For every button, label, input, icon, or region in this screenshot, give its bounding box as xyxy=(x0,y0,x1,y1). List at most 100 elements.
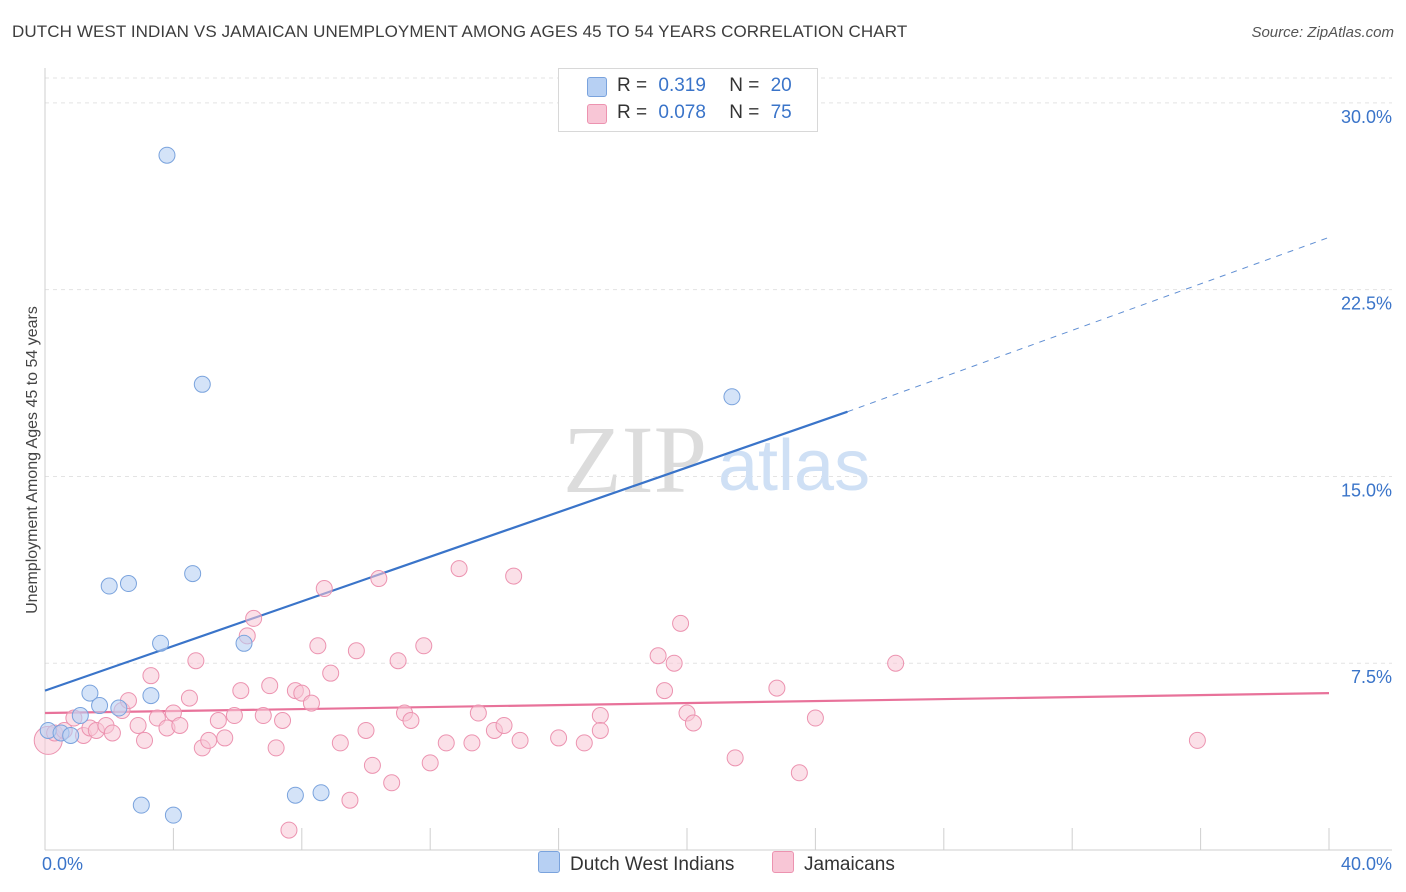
dutch-west-indians-point-16 xyxy=(235,634,253,652)
y-tick-label-3: 30.0% xyxy=(1341,107,1392,127)
dutch-west-indians-points xyxy=(39,146,741,824)
jamaicans-point-48 xyxy=(402,712,420,730)
jamaicans-point-69 xyxy=(768,679,786,697)
legend-n-label-dutch: N = xyxy=(729,75,760,96)
legend-n-label-jamaicans: N = xyxy=(729,102,760,123)
jamaicans-point-13 xyxy=(142,667,160,685)
jamaicans-point-37 xyxy=(315,580,333,598)
jamaicans-point-50 xyxy=(421,754,439,772)
y-tick-label-2: 22.5% xyxy=(1341,294,1392,314)
jamaicans-point-62 xyxy=(649,647,667,665)
jamaicans-point-53 xyxy=(463,734,481,752)
jamaicans-point-65 xyxy=(672,614,690,632)
jamaicans-point-32 xyxy=(280,821,298,839)
jamaicans-point-28 xyxy=(254,707,272,725)
jamaicans-point-29 xyxy=(261,677,279,695)
bottom-legend-jamaicans: Jamaicans xyxy=(772,851,895,876)
jamaicans-point-17 xyxy=(171,716,189,734)
jamaicans-point-67 xyxy=(684,714,702,732)
jamaicans-point-59 xyxy=(575,734,593,752)
dutch-west-indians-point-9 xyxy=(132,796,150,814)
jamaicans-point-56 xyxy=(505,567,523,585)
jamaicans-point-19 xyxy=(187,652,205,670)
jamaicans-point-63 xyxy=(656,682,674,700)
legend-n-value-dutch: 20 xyxy=(770,75,792,96)
dutch-west-indians-point-11 xyxy=(152,634,170,652)
jamaicans-point-23 xyxy=(216,729,234,747)
y-tick-label-0: 7.5% xyxy=(1351,667,1392,687)
dutch-west-indians-point-7 xyxy=(110,699,128,717)
jamaicans-point-43 xyxy=(363,756,381,774)
dutch-west-indians-point-5 xyxy=(91,697,109,715)
jamaicans-point-44 xyxy=(370,570,388,588)
legend-n-value-jamaicans: 75 xyxy=(770,102,792,123)
dutch-west-indians-point-2 xyxy=(62,726,80,744)
dutch-west-indians-point-3 xyxy=(71,707,89,725)
jamaicans-point-45 xyxy=(383,774,401,792)
legend-r-value-dutch: 0.319 xyxy=(658,75,706,96)
trend-line-dutch-extension xyxy=(847,236,1330,413)
jamaicans-point-21 xyxy=(200,731,218,749)
bottom-legend-dutch: Dutch West Indians xyxy=(538,851,734,876)
jamaicans-point-71 xyxy=(806,709,824,727)
watermark-atlas: atlas xyxy=(718,426,870,506)
watermark-zip: ZIP xyxy=(563,406,707,513)
jamaicans-point-24 xyxy=(225,707,243,725)
jamaicans-point-38 xyxy=(322,664,340,682)
watermark: ZIP atlas xyxy=(563,406,870,513)
grid xyxy=(45,77,1392,664)
y-axis-label: Unemployment Among Ages 45 to 54 years xyxy=(24,306,41,614)
dutch-west-indians-point-6 xyxy=(100,577,118,595)
jamaicans-point-55 xyxy=(495,716,513,734)
chart-title: DUTCH WEST INDIAN VS JAMAICAN UNEMPLOYME… xyxy=(12,22,908,41)
jamaicans-point-74 xyxy=(469,704,487,722)
bottom-dutch-label: Dutch West Indians xyxy=(570,854,735,875)
jamaicans-point-22 xyxy=(209,712,227,730)
bottom-jamaicans-swatch xyxy=(772,851,794,873)
jamaicans-point-41 xyxy=(347,642,365,660)
jamaicans-point-30 xyxy=(267,739,285,757)
jamaicans-point-35 xyxy=(302,694,320,712)
jamaicans-point-58 xyxy=(550,729,568,747)
dutch-west-indians-point-10 xyxy=(142,687,160,705)
jamaicans-point-61 xyxy=(591,721,609,739)
y-tick-label-1: 15.0% xyxy=(1341,480,1392,500)
jamaicans-points xyxy=(33,560,1206,839)
jamaicans-point-8 xyxy=(103,724,121,742)
dutch-west-indians-point-18 xyxy=(312,784,330,802)
jamaicans-point-72 xyxy=(887,654,905,672)
y-axis-label-wrap: Unemployment Among Ages 45 to 54 years xyxy=(18,250,48,670)
legend-r-label-jamaicans: R = xyxy=(617,102,648,123)
jamaicans-swatch xyxy=(587,104,607,124)
tick-labels: 7.5% 15.0% 22.5% 30.0% 0.0% 40.0% xyxy=(42,107,1392,874)
dutch-west-indians-point-19 xyxy=(723,388,741,406)
jamaicans-point-73 xyxy=(1188,731,1206,749)
dutch-swatch xyxy=(587,77,607,97)
dutch-west-indians-point-12 xyxy=(158,146,176,164)
jamaicans-point-12 xyxy=(136,731,154,749)
bottom-dutch-swatch xyxy=(538,851,560,873)
trend-line-dutch xyxy=(44,410,848,692)
dutch-west-indians-point-14 xyxy=(184,565,202,583)
jamaicans-point-57 xyxy=(511,731,529,749)
jamaicans-point-52 xyxy=(450,560,468,578)
jamaicans-point-40 xyxy=(341,791,359,809)
jamaicans-point-64 xyxy=(665,654,683,672)
dutch-west-indians-point-17 xyxy=(286,786,304,804)
dutch-west-indians-point-15 xyxy=(193,375,211,393)
axes xyxy=(44,68,1392,851)
jamaicans-point-60 xyxy=(591,707,609,725)
jamaicans-point-49 xyxy=(415,637,433,655)
x-tick-label-0: 0.0% xyxy=(42,854,83,874)
legend-r-label-dutch: R = xyxy=(617,75,648,96)
x-tick-label-1: 40.0% xyxy=(1341,854,1392,874)
jamaicans-point-46 xyxy=(389,652,407,670)
jamaicans-point-68 xyxy=(726,749,744,767)
jamaicans-point-18 xyxy=(180,689,198,707)
dutch-west-indians-point-4 xyxy=(81,684,99,702)
jamaicans-point-39 xyxy=(331,734,349,752)
dutch-west-indians-point-13 xyxy=(164,806,182,824)
bottom-jamaicans-label: Jamaicans xyxy=(804,854,895,875)
jamaicans-point-70 xyxy=(790,764,808,782)
